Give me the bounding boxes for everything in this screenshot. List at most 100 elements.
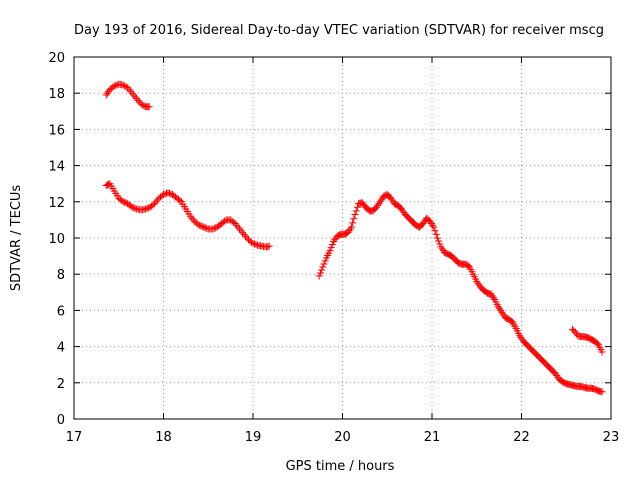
y-tick-label: 2 bbox=[57, 377, 65, 392]
data-point bbox=[103, 89, 111, 97]
data-point bbox=[352, 207, 360, 215]
data-point bbox=[353, 203, 361, 211]
data-point bbox=[326, 247, 334, 255]
data-point bbox=[124, 84, 132, 92]
data-point bbox=[210, 224, 218, 232]
data-point bbox=[139, 101, 147, 109]
y-tick-label: 20 bbox=[48, 51, 65, 66]
y-tick-labels: 0 2 4 6 8 10 12 14 16 18 20 bbox=[48, 51, 65, 428]
data-point bbox=[328, 241, 336, 249]
data-point bbox=[233, 221, 241, 229]
y-tick-label: 6 bbox=[57, 304, 65, 319]
data-point bbox=[212, 224, 220, 232]
series-arc-1 bbox=[102, 80, 153, 111]
data-point bbox=[137, 100, 145, 108]
data-point bbox=[346, 225, 354, 233]
data-point bbox=[131, 204, 139, 212]
data-point bbox=[517, 334, 525, 342]
data-point bbox=[239, 229, 247, 237]
data-point bbox=[195, 221, 203, 229]
y-tick-label: 12 bbox=[48, 196, 65, 211]
grid bbox=[74, 57, 611, 419]
data-point bbox=[318, 266, 326, 274]
data-point bbox=[399, 207, 407, 215]
data-point bbox=[165, 189, 173, 197]
data-point bbox=[127, 87, 135, 95]
data-point bbox=[189, 216, 197, 224]
data-point bbox=[119, 81, 127, 89]
data-point bbox=[158, 192, 166, 200]
data-point bbox=[598, 388, 606, 396]
x-tick-label: 23 bbox=[603, 430, 620, 445]
data-point bbox=[494, 303, 502, 311]
data-point bbox=[201, 224, 209, 232]
data-point bbox=[128, 203, 136, 211]
y-tick-label: 16 bbox=[48, 123, 65, 138]
data-point bbox=[149, 201, 157, 209]
data-point bbox=[330, 238, 338, 246]
data-point bbox=[377, 196, 385, 204]
data-point bbox=[133, 95, 141, 103]
data-point bbox=[250, 240, 258, 248]
data-point bbox=[499, 310, 507, 318]
data-point bbox=[200, 223, 208, 231]
data-point bbox=[248, 238, 256, 246]
data-point bbox=[437, 243, 445, 251]
x-tick-label: 17 bbox=[66, 430, 83, 445]
data-point bbox=[142, 205, 150, 213]
data-point bbox=[131, 93, 139, 101]
data-point bbox=[344, 229, 352, 237]
data-point bbox=[243, 234, 251, 242]
data-point bbox=[433, 234, 441, 242]
data-point bbox=[176, 197, 184, 205]
data-point bbox=[350, 215, 358, 223]
y-tick-label: 8 bbox=[57, 268, 65, 283]
data-point bbox=[102, 91, 110, 99]
data-point bbox=[119, 198, 127, 206]
data-point bbox=[347, 223, 355, 231]
data-point bbox=[167, 190, 175, 198]
data-point bbox=[375, 200, 383, 208]
x-tick-label: 19 bbox=[245, 430, 262, 445]
axis-ticks bbox=[73, 56, 612, 420]
data-point bbox=[474, 279, 482, 287]
data-point bbox=[118, 197, 126, 205]
data-point bbox=[209, 225, 217, 233]
data-point bbox=[331, 236, 339, 244]
data-point bbox=[327, 244, 335, 252]
data-point bbox=[230, 218, 238, 226]
data-point bbox=[431, 227, 439, 235]
y-tick-label: 10 bbox=[48, 232, 65, 247]
data-point bbox=[122, 199, 130, 207]
series-arc-3 bbox=[315, 191, 606, 396]
data-point bbox=[188, 214, 196, 222]
data-point bbox=[198, 223, 206, 231]
data-points bbox=[102, 80, 606, 396]
data-point bbox=[319, 263, 327, 271]
chart-title: Day 193 of 2016, Sidereal Day-to-day VTE… bbox=[74, 23, 604, 38]
x-tick-label: 21 bbox=[424, 430, 441, 445]
data-point bbox=[495, 305, 503, 313]
data-point bbox=[152, 198, 160, 206]
data-point bbox=[516, 332, 524, 340]
data-point bbox=[420, 218, 428, 226]
data-point bbox=[130, 204, 138, 212]
data-point bbox=[160, 191, 167, 199]
data-point bbox=[109, 83, 117, 91]
data-point bbox=[593, 340, 601, 348]
x-axis-label: GPS time / hours bbox=[286, 459, 395, 474]
data-point bbox=[249, 239, 257, 247]
data-point bbox=[221, 217, 229, 225]
data-point bbox=[316, 269, 324, 277]
data-point bbox=[154, 196, 162, 204]
data-point bbox=[151, 200, 159, 208]
data-point bbox=[489, 294, 497, 302]
data-point bbox=[231, 220, 239, 228]
data-point bbox=[321, 257, 329, 265]
data-point bbox=[488, 292, 496, 300]
data-point bbox=[426, 218, 434, 226]
data-point bbox=[320, 260, 328, 268]
data-point bbox=[164, 189, 172, 197]
data-point bbox=[265, 242, 273, 250]
data-point bbox=[110, 82, 118, 90]
